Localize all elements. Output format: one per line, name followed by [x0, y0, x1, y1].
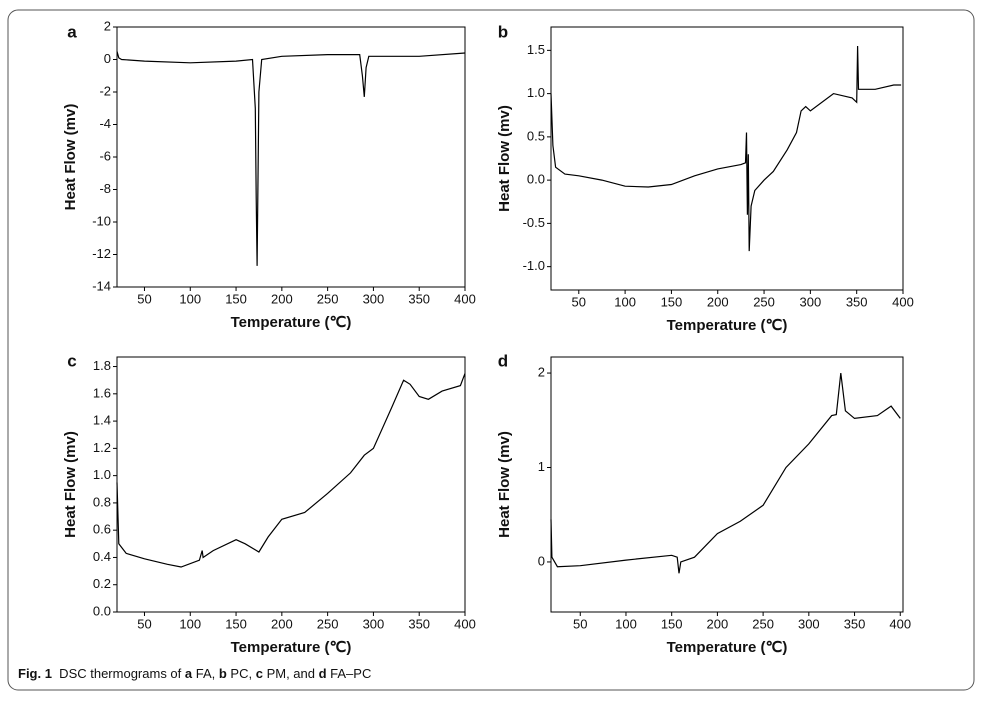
x-tick-label: 150: [661, 616, 683, 631]
y-tick-label: 1.0: [93, 467, 111, 482]
x-tick-label: 50: [137, 616, 151, 631]
x-axis-label: Temperature (℃): [231, 314, 352, 331]
x-tick-label: 50: [137, 291, 151, 306]
x-tick-label: 50: [573, 616, 587, 631]
y-tick-label: 1.2: [93, 440, 111, 455]
panel-letter: c: [67, 351, 76, 370]
y-tick-label: 0.0: [93, 603, 111, 618]
caption-part: Fig. 1: [18, 666, 52, 681]
plot-area: [550, 356, 904, 613]
caption-part: DSC thermograms of: [52, 666, 185, 681]
caption-part: FA,: [192, 666, 219, 681]
y-tick-label: 0.4: [93, 549, 111, 564]
x-tick-label: 350: [844, 616, 866, 631]
x-tick-label: 150: [661, 294, 683, 309]
x-tick-label: 250: [753, 294, 775, 309]
x-tick-label: 300: [363, 291, 385, 306]
x-tick-label: 100: [615, 616, 637, 631]
y-tick-label: -14: [92, 278, 111, 293]
y-tick-label: -2: [99, 83, 111, 98]
x-tick-label: 200: [707, 616, 729, 631]
y-tick-label: 0.2: [93, 576, 111, 591]
y-tick-label: 1.0: [527, 85, 545, 100]
x-tick-label: 350: [408, 291, 430, 306]
x-axis-label: Temperature (℃): [667, 317, 788, 334]
data-line: [116, 373, 466, 568]
x-tick-label: 250: [752, 616, 774, 631]
y-tick-label: 2: [538, 364, 545, 379]
x-tick-label: 250: [317, 616, 339, 631]
caption-part: PM, and: [263, 666, 319, 681]
data-line: [116, 51, 466, 266]
caption-part: PC,: [227, 666, 256, 681]
x-tick-label: 50: [572, 294, 586, 309]
plot-area: [550, 26, 904, 291]
x-tick-label: 400: [892, 294, 914, 309]
y-tick-label: 0.0: [527, 172, 545, 187]
data-line: [550, 373, 901, 574]
x-tick-label: 400: [889, 616, 911, 631]
y-tick-label: -10: [92, 213, 111, 228]
y-tick-label: 1.6: [93, 385, 111, 400]
x-tick-label: 350: [408, 616, 430, 631]
y-axis-label: Heat Flow (mv): [62, 431, 79, 538]
y-axis-label: Heat Flow (mv): [496, 105, 513, 212]
y-tick-label: 1.8: [93, 358, 111, 373]
y-tick-label: 0.8: [93, 494, 111, 509]
x-tick-label: 150: [225, 616, 247, 631]
x-tick-label: 200: [707, 294, 729, 309]
x-tick-label: 400: [454, 291, 476, 306]
x-tick-label: 400: [454, 616, 476, 631]
y-tick-label: 0: [538, 553, 545, 568]
y-tick-label: 0: [104, 51, 111, 66]
caption-part: c: [256, 666, 263, 681]
y-tick-label: 1.5: [527, 42, 545, 57]
x-axis-label: Temperature (℃): [231, 639, 352, 656]
x-tick-label: 250: [317, 291, 339, 306]
caption-part: b: [219, 666, 227, 681]
x-tick-label: 300: [798, 616, 820, 631]
panel-letter: b: [498, 22, 508, 41]
x-tick-label: 150: [225, 291, 247, 306]
y-tick-label: -1.0: [523, 258, 545, 273]
x-tick-label: 100: [179, 616, 201, 631]
x-tick-label: 300: [800, 294, 822, 309]
y-axis-label: Heat Flow (mv): [496, 431, 513, 538]
panel-letter: a: [67, 22, 77, 41]
y-tick-label: 0.6: [93, 522, 111, 537]
y-tick-label: 1.4: [93, 413, 111, 428]
caption-part: a: [185, 666, 193, 681]
x-tick-label: 200: [271, 291, 293, 306]
x-tick-label: 300: [363, 616, 385, 631]
y-tick-label: -0.5: [523, 215, 545, 230]
y-tick-label: 2: [104, 18, 111, 33]
x-tick-label: 350: [846, 294, 868, 309]
y-tick-label: 1: [538, 459, 545, 474]
y-tick-label: -12: [92, 246, 111, 261]
caption-part: FA–PC: [327, 666, 372, 681]
caption-part: d: [319, 666, 327, 681]
frame: [7, 9, 975, 691]
y-axis-label: Heat Flow (mv): [62, 104, 79, 211]
x-tick-label: 100: [179, 291, 201, 306]
y-tick-label: -6: [99, 148, 111, 163]
y-tick-label: -8: [99, 181, 111, 196]
x-tick-label: 200: [271, 616, 293, 631]
caption: Fig. 1 DSC thermograms of a FA, b PC, c …: [18, 666, 371, 681]
x-tick-label: 100: [614, 294, 636, 309]
panel-letter: d: [498, 351, 508, 370]
data-line: [550, 45, 902, 252]
x-axis-label: Temperature (℃): [667, 639, 788, 656]
y-tick-label: 0.5: [527, 128, 545, 143]
y-tick-label: -4: [99, 116, 111, 131]
